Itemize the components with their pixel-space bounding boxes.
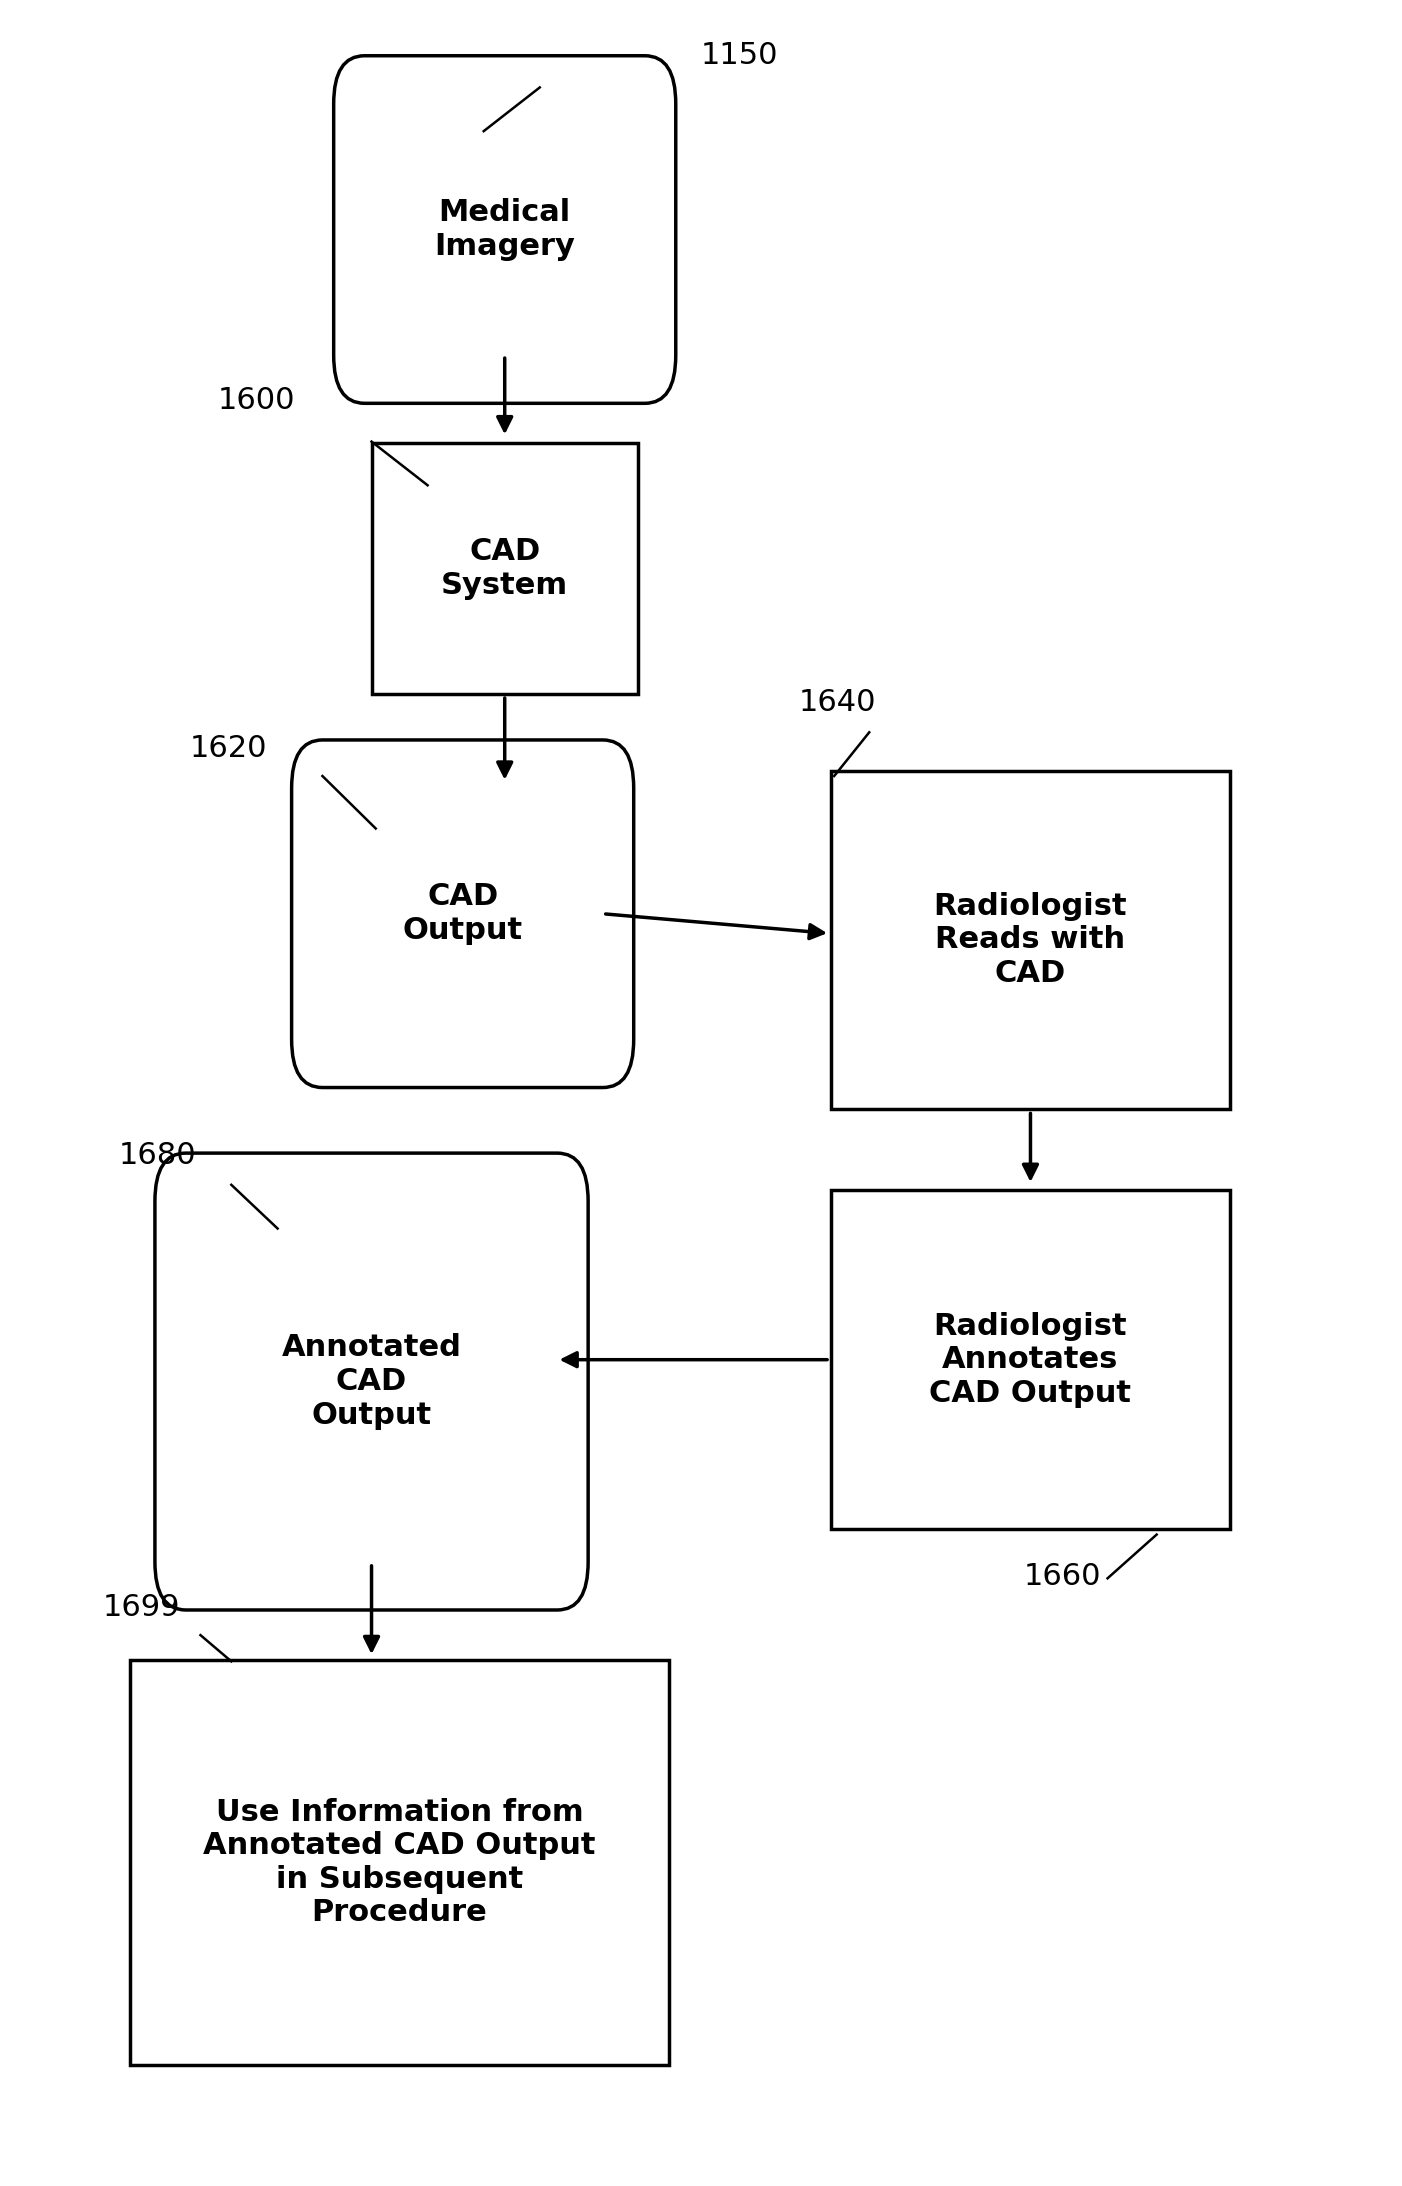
Text: Medical
Imagery: Medical Imagery (435, 199, 575, 260)
Text: 1699: 1699 (102, 1594, 179, 1622)
Text: 1600: 1600 (217, 387, 294, 415)
FancyBboxPatch shape (830, 1189, 1231, 1530)
Text: 1620: 1620 (189, 734, 266, 763)
FancyBboxPatch shape (292, 739, 634, 1089)
Text: 1150: 1150 (701, 42, 778, 70)
FancyBboxPatch shape (129, 1661, 670, 2064)
Text: Radiologist
Annotates
CAD Output: Radiologist Annotates CAD Output (930, 1312, 1131, 1408)
FancyBboxPatch shape (372, 442, 638, 695)
Text: CAD
System: CAD System (442, 538, 568, 599)
Text: CAD
Output: CAD Output (402, 883, 523, 944)
Text: 1640: 1640 (799, 689, 876, 717)
FancyBboxPatch shape (334, 55, 676, 402)
FancyBboxPatch shape (156, 1154, 589, 1609)
Text: Annotated
CAD
Output: Annotated CAD Output (282, 1333, 461, 1430)
Text: Radiologist
Reads with
CAD: Radiologist Reads with CAD (934, 892, 1127, 988)
FancyBboxPatch shape (830, 772, 1231, 1110)
Text: 1660: 1660 (1023, 1563, 1101, 1591)
Text: Use Information from
Annotated CAD Output
in Subsequent
Procedure: Use Information from Annotated CAD Outpu… (203, 1797, 596, 1928)
Text: 1680: 1680 (119, 1141, 196, 1170)
